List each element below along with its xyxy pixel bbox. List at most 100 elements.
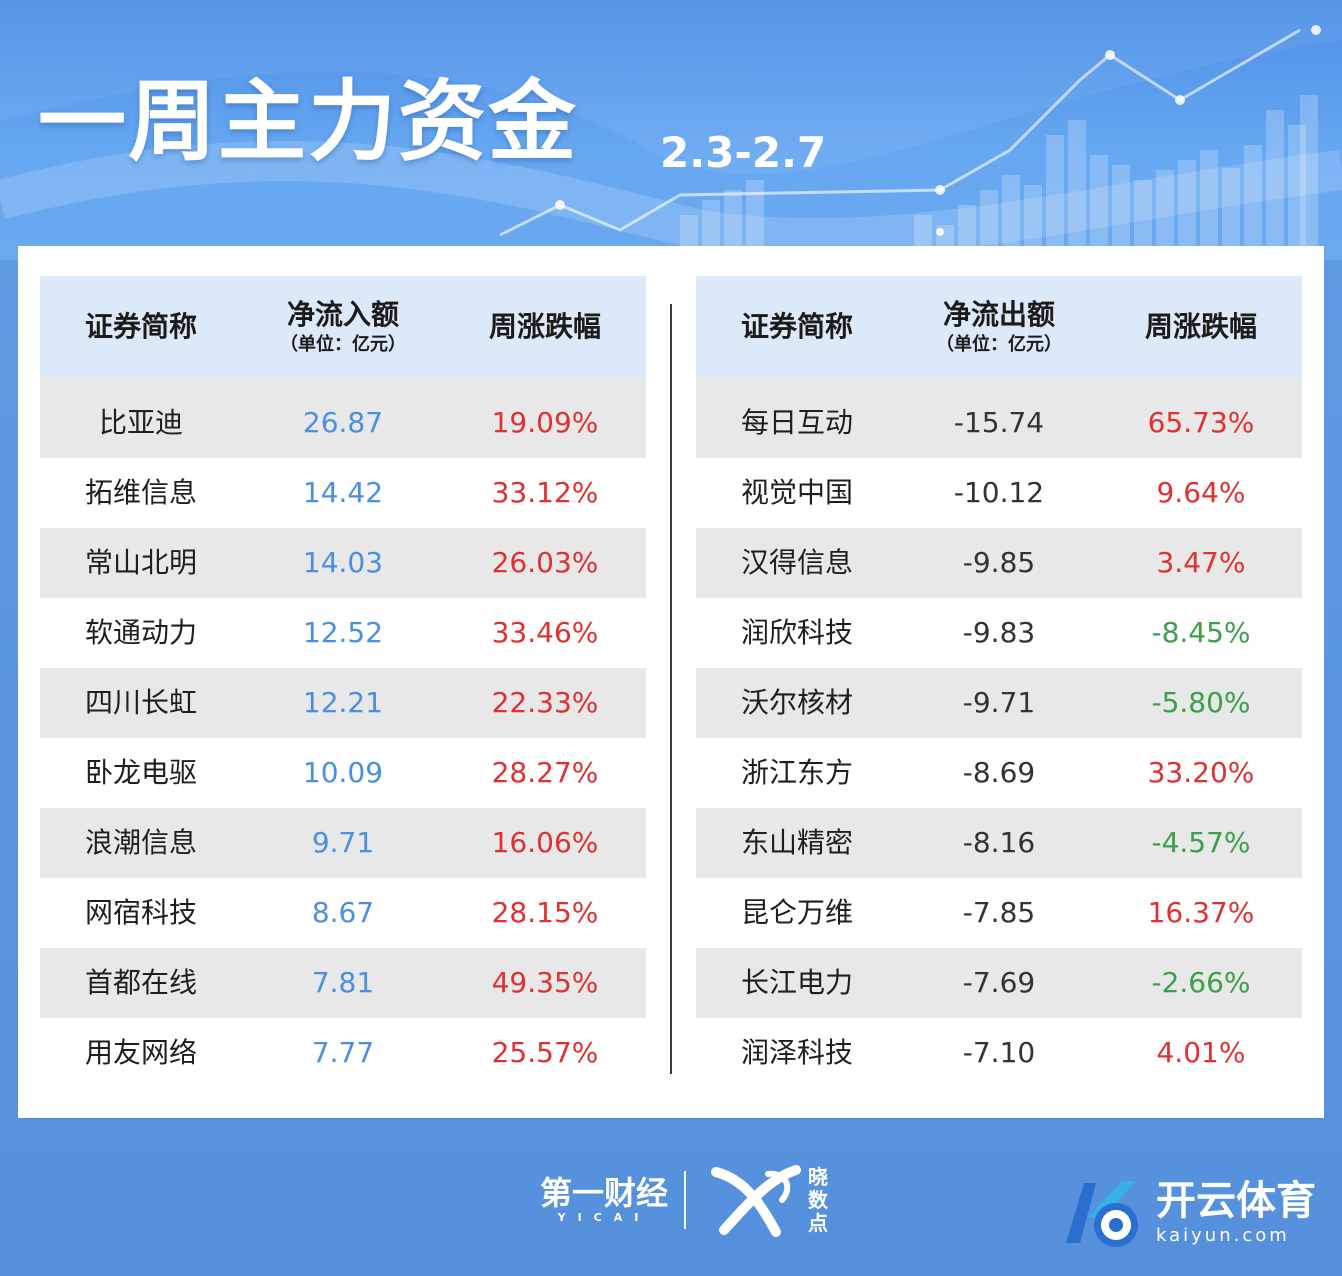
stock-name: 东山精密 [740, 826, 853, 859]
net-inflow: 7.81 [311, 966, 375, 999]
table-row: 四川长虹 12.21 22.33% [40, 668, 646, 738]
stock-name: 网宿科技 [84, 896, 197, 929]
stock-name: 长江电力 [740, 966, 853, 999]
yicai-logo-en: YICAI [557, 1211, 651, 1224]
stock-name: 用友网络 [84, 1036, 197, 1069]
stock-name: 润欣科技 [740, 616, 853, 649]
stock-name: 比亚迪 [98, 406, 183, 439]
weekly-change: 33.12% [491, 476, 599, 509]
table-row: 首都在线 7.81 49.35% [40, 948, 646, 1018]
stock-name: 每日互动 [740, 406, 853, 439]
weekly-change: 19.09% [491, 406, 599, 439]
net-outflow: -7.85 [962, 896, 1036, 929]
xiao-char: 点 [808, 1210, 829, 1235]
net-outflow: -10.12 [953, 476, 1045, 509]
stock-name: 昆仑万维 [740, 896, 853, 929]
xiaoshudian-logo-text: 晓 数 点 [808, 1164, 829, 1235]
inflow-table-header: 证券简称 净流入额 （单位：亿元） 周涨跌幅 [40, 276, 646, 378]
col-header-unit: （单位：亿元） [936, 334, 1062, 356]
weekly-change: 16.37% [1147, 896, 1255, 929]
col-header-change: 周涨跌幅 [488, 310, 601, 344]
watermark-logo: 开云体育 kaiyun.com [1058, 1168, 1316, 1258]
col-header-name: 证券简称 [740, 310, 853, 344]
tables-card: 证券简称 净流入额 （单位：亿元） 周涨跌幅 比亚迪 26.87 19.09% … [18, 246, 1324, 1118]
net-outflow: -7.10 [962, 1036, 1036, 1069]
stock-name: 汉得信息 [740, 546, 853, 579]
table-row: 比亚迪 26.87 19.09% [40, 378, 646, 458]
net-inflow: 26.87 [302, 406, 384, 439]
xiao-char: 数 [808, 1187, 829, 1212]
table-row: 卧龙电驱 10.09 28.27% [40, 738, 646, 808]
watermark-url: kaiyun.com [1156, 1225, 1290, 1246]
stock-name: 卧龙电驱 [84, 756, 197, 789]
col-header-name: 证券简称 [84, 310, 197, 344]
table-row: 视觉中国 -10.12 9.64% [696, 458, 1302, 528]
yicai-logo-text: 第一财经 [540, 1174, 669, 1212]
yicai-logo: 第一财经 YICAI [540, 1177, 668, 1223]
weekly-change: -2.66% [1151, 966, 1251, 999]
net-inflow: 10.09 [302, 756, 384, 789]
weekly-change: 49.35% [491, 966, 599, 999]
net-inflow: 9.71 [311, 826, 375, 859]
inflow-table-body: 比亚迪 26.87 19.09% 拓维信息 14.42 33.12% 常山北明 … [40, 378, 646, 1088]
table-row: 软通动力 12.52 33.46% [40, 598, 646, 668]
stock-name: 润泽科技 [740, 1036, 853, 1069]
inflow-table: 证券简称 净流入额 （单位：亿元） 周涨跌幅 比亚迪 26.87 19.09% … [40, 276, 646, 1088]
outflow-table: 证券简称 净流出额 （单位：亿元） 周涨跌幅 每日互动 -15.74 65.73… [696, 276, 1302, 1088]
table-divider [670, 304, 672, 1074]
table-row: 东山精密 -8.16 -4.57% [696, 808, 1302, 878]
table-row: 浙江东方 -8.69 33.20% [696, 738, 1302, 808]
table-row: 润泽科技 -7.10 4.01% [696, 1018, 1302, 1088]
stock-name: 沃尔核材 [740, 686, 853, 719]
net-inflow: 12.52 [302, 616, 384, 649]
xiaoshudian-logo-icon [711, 1165, 802, 1237]
weekly-change: 16.06% [491, 826, 599, 859]
table-row: 润欣科技 -9.83 -8.45% [696, 598, 1302, 668]
weekly-change: 4.01% [1156, 1036, 1246, 1069]
stock-name: 视觉中国 [740, 476, 853, 509]
weekly-change: 26.03% [491, 546, 599, 579]
table-row: 汉得信息 -9.85 3.47% [696, 528, 1302, 598]
table-row: 沃尔核材 -9.71 -5.80% [696, 668, 1302, 738]
net-inflow: 7.77 [311, 1036, 375, 1069]
weekly-change: 9.64% [1156, 476, 1246, 509]
col-header-change: 周涨跌幅 [1144, 310, 1257, 344]
net-inflow: 12.21 [302, 686, 384, 719]
stock-name: 四川长虹 [84, 686, 197, 719]
header-banner [0, 0, 1342, 260]
col-header-unit: （单位：亿元） [280, 334, 406, 356]
net-inflow: 14.03 [302, 546, 384, 579]
page-title: 一周主力资金 [38, 70, 579, 173]
footer-divider [684, 1171, 687, 1229]
outflow-table-header: 证券简称 净流出额 （单位：亿元） 周涨跌幅 [696, 276, 1302, 378]
stock-name: 常山北明 [84, 546, 197, 579]
table-row: 每日互动 -15.74 65.73% [696, 378, 1302, 458]
weekly-change: 28.27% [491, 756, 599, 789]
weekly-change: 22.33% [491, 686, 599, 719]
stock-name: 浪潮信息 [84, 826, 197, 859]
weekly-change: 25.57% [491, 1036, 599, 1069]
footer-brand: 第一财经 YICAI 晓 数 点 [540, 1160, 828, 1240]
col-header-outflow: 净流出额 [942, 297, 1055, 331]
col-header-inflow: 净流入额 [286, 297, 399, 331]
weekly-change: 33.20% [1147, 756, 1255, 789]
date-range: 2.3-2.7 [660, 128, 827, 177]
net-outflow: -8.69 [962, 756, 1036, 789]
net-inflow: 8.67 [311, 896, 375, 929]
stock-name: 首都在线 [84, 966, 197, 999]
table-row: 常山北明 14.03 26.03% [40, 528, 646, 598]
net-outflow: -8.16 [962, 826, 1036, 859]
net-outflow: -9.85 [962, 546, 1036, 579]
table-row: 浪潮信息 9.71 16.06% [40, 808, 646, 878]
net-inflow: 14.42 [302, 476, 384, 509]
weekly-change: -4.57% [1151, 826, 1251, 859]
net-outflow: -15.74 [953, 406, 1045, 439]
weekly-change: 28.15% [491, 896, 599, 929]
table-row: 昆仑万维 -7.85 16.37% [696, 878, 1302, 948]
xiao-char: 晓 [808, 1164, 829, 1189]
weekly-change: 3.47% [1156, 546, 1246, 579]
table-row: 长江电力 -7.69 -2.66% [696, 948, 1302, 1018]
outflow-table-body: 每日互动 -15.74 65.73% 视觉中国 -10.12 9.64% 汉得信… [696, 378, 1302, 1088]
net-outflow: -7.69 [962, 966, 1036, 999]
weekly-change: -5.80% [1151, 686, 1251, 719]
